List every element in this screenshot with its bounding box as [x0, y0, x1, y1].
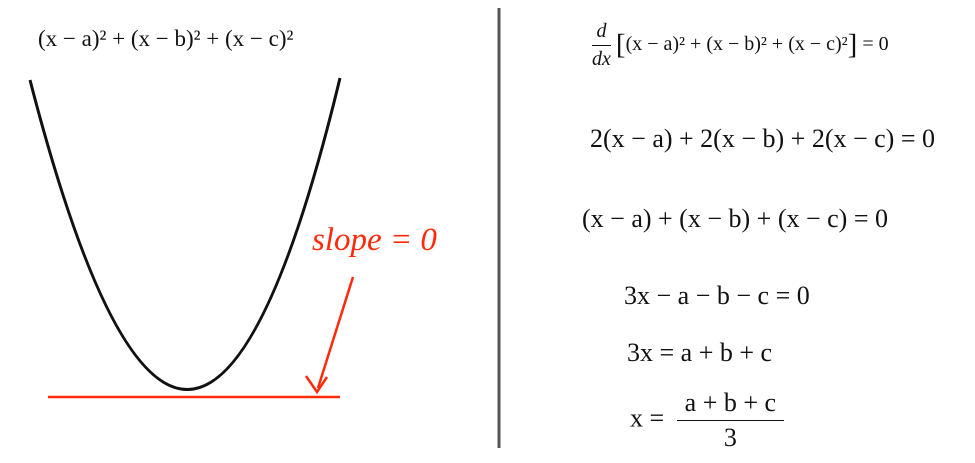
solution-denominator: 3 [723, 423, 737, 452]
slope-arrow-shaft [316, 276, 355, 389]
solution-numerator: a + b + c [684, 388, 777, 417]
equation-6: x = a + b + c 3 [630, 388, 785, 453]
equation-4: 3x − a − b − c = 0 [624, 281, 810, 310]
derivative-denominator: dx [592, 48, 611, 70]
derivative-body: (x − a)² + (x − b)² + (x − c)² [625, 33, 848, 56]
solution-lhs: x = [630, 403, 665, 433]
parabola-curve [28, 77, 342, 391]
derivative-numerator: d [596, 20, 607, 42]
solution-fraction: a + b + c 3 [676, 388, 785, 453]
derivative-operator: d dx [592, 20, 611, 71]
derivative-rhs: = 0 [862, 33, 889, 56]
equation-derivative: d dx [(x − a)² + (x − b)² + (x − c)²] = … [592, 20, 889, 71]
equation-2: 2(x − a) + 2(x − b) + 2(x − c) = 0 [590, 124, 936, 153]
function-label: (x − a)² + (x − b)² + (x − c)² [38, 26, 294, 51]
slope-label: slope = 0 [312, 222, 437, 258]
slope-arrow-head [304, 375, 329, 395]
equation-3: (x − a) + (x − b) + (x − c) = 0 [582, 204, 889, 233]
equation-5: 3x = a + b + c [627, 338, 773, 367]
